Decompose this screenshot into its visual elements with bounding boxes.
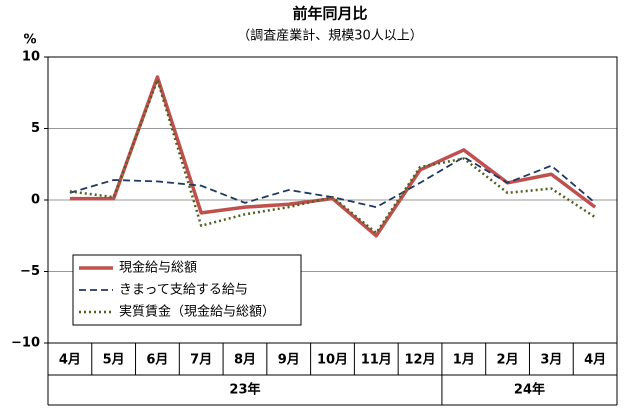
x-tick-label: 4月	[59, 353, 81, 368]
y-tick-label: 10	[22, 50, 40, 65]
y-tick-label: 5	[31, 121, 40, 136]
x-tick-label: 12月	[404, 353, 435, 368]
group-label: 24年	[514, 382, 545, 398]
plot-border	[47, 56, 618, 344]
chart-title: 前年同月比	[292, 5, 367, 23]
x-tick-label: 1月	[453, 353, 475, 368]
legend-label: きまって支給する給与	[119, 283, 248, 298]
x-tick-label: 8月	[234, 353, 256, 368]
x-tick-label: 11月	[361, 353, 392, 368]
x-tick-label: 7月	[190, 353, 212, 368]
x-tick-label: 9月	[278, 353, 300, 368]
x-tick-label: 10月	[317, 353, 348, 368]
y-axis-label: %	[23, 33, 36, 48]
x-tick-label: 6月	[146, 353, 168, 368]
group-label: 23年	[229, 382, 260, 398]
y-tick-label: −5	[20, 264, 40, 279]
legend-label: 実質賃金（現金給与総額）	[119, 304, 275, 320]
x-tick-label: 2月	[497, 353, 519, 368]
x-tick-label: 5月	[103, 353, 125, 368]
chart-subtitle: （調査産業計、規模30人以上）	[237, 28, 423, 44]
series-line	[69, 78, 596, 235]
legend-label: 現金給与総額	[119, 260, 197, 276]
x-tick-label: 4月	[584, 353, 606, 368]
x-tick-label: 3月	[540, 353, 562, 368]
y-tick-label: −10	[11, 336, 40, 351]
y-tick-label: 0	[31, 193, 40, 208]
